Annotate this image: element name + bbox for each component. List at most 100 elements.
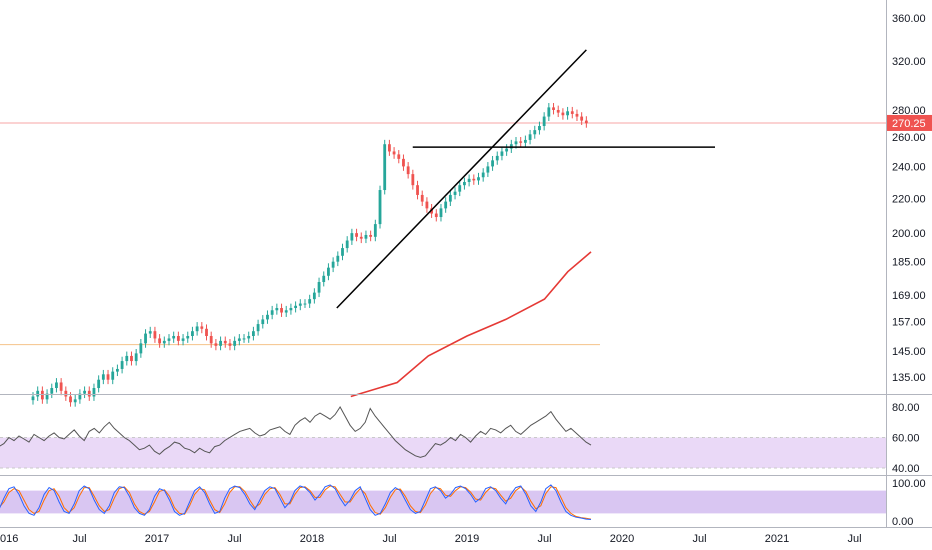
candle[interactable] [83,386,86,399]
candle[interactable] [411,169,415,190]
candle[interactable] [556,105,560,118]
candle[interactable] [242,334,246,343]
candle[interactable] [533,125,537,139]
candle[interactable] [477,172,480,185]
candle[interactable] [172,331,176,343]
candle[interactable] [266,310,269,324]
candle[interactable] [176,331,180,346]
candle[interactable] [383,139,387,195]
candle[interactable] [228,338,232,351]
candle[interactable] [219,336,222,351]
candle[interactable] [552,103,555,115]
candle[interactable] [467,174,471,187]
candle[interactable] [55,378,58,393]
candle[interactable] [416,180,419,200]
rsi-pane[interactable] [0,406,886,469]
candle[interactable] [308,294,312,308]
candle[interactable] [341,243,344,261]
candle[interactable] [270,305,274,320]
candle[interactable] [486,162,490,177]
candle[interactable] [153,326,157,343]
candle[interactable] [317,277,321,298]
price-pane[interactable] [0,49,886,407]
candle[interactable] [439,204,443,222]
candle[interactable] [130,351,133,366]
candle[interactable] [350,228,354,245]
candle[interactable] [205,324,208,341]
candle[interactable] [73,394,77,407]
candle[interactable] [181,334,185,346]
candle[interactable] [505,144,509,156]
candle[interactable] [214,338,218,351]
candle[interactable] [294,301,298,313]
candle[interactable] [256,319,260,336]
candle[interactable] [453,187,457,200]
candle[interactable] [101,369,105,385]
candle[interactable] [538,121,541,135]
candle[interactable] [87,386,91,401]
candle[interactable] [444,197,448,213]
candle[interactable] [280,303,283,317]
candle[interactable] [251,326,255,341]
candle[interactable] [78,389,82,404]
candle[interactable] [491,155,494,171]
candle[interactable] [261,315,265,329]
stochastic-pane[interactable] [0,484,886,520]
candle[interactable] [162,336,166,348]
candle[interactable] [580,112,584,126]
candle[interactable] [298,299,302,311]
ascending-support-trendline[interactable] [336,49,587,309]
candle[interactable] [575,109,579,121]
candle[interactable] [402,154,405,171]
candle[interactable] [59,378,63,396]
candle[interactable] [425,197,429,213]
candle[interactable] [519,136,523,148]
candle[interactable] [45,389,49,404]
candle[interactable] [570,106,574,119]
candle[interactable] [420,190,424,207]
candle[interactable] [40,386,44,404]
candle[interactable] [373,219,377,242]
candle[interactable] [406,162,410,179]
candle[interactable] [36,386,40,401]
candle[interactable] [144,329,147,348]
candle[interactable] [97,375,101,393]
candle[interactable] [237,334,241,346]
candle[interactable] [566,106,569,120]
candle[interactable] [289,303,293,315]
candle[interactable] [167,334,171,346]
candle[interactable] [322,271,326,287]
candle[interactable] [125,351,129,366]
candle[interactable] [191,326,194,341]
candle[interactable] [528,129,532,145]
candle[interactable] [303,299,307,308]
candle[interactable] [195,322,199,336]
candle[interactable] [327,263,330,281]
candle[interactable] [186,331,190,343]
candle[interactable] [523,135,527,148]
candle[interactable] [209,331,213,348]
candle[interactable] [134,349,138,366]
candle[interactable] [359,232,363,244]
candle[interactable] [92,383,96,401]
candle[interactable] [111,367,115,385]
candle[interactable] [397,150,401,164]
candle[interactable] [472,174,476,185]
candle[interactable] [148,326,152,339]
candle[interactable] [369,230,373,242]
candle[interactable] [584,116,588,128]
candle[interactable] [331,257,335,273]
candle[interactable] [547,103,551,121]
candle[interactable] [481,168,485,182]
candle[interactable] [463,177,466,190]
candle[interactable] [106,369,110,385]
candle[interactable] [345,236,349,253]
candle[interactable] [120,356,124,374]
candle[interactable] [495,151,499,165]
candle[interactable] [50,383,54,399]
candle[interactable] [500,147,504,161]
candle[interactable] [247,331,251,343]
candle[interactable] [336,251,340,267]
